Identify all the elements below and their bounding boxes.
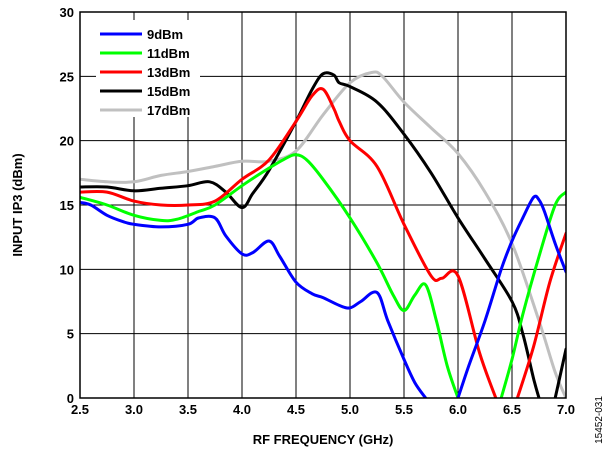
x-tick-label: 5.0 [341, 402, 359, 417]
x-axis-title: RF FREQUENCY (GHz) [253, 432, 394, 447]
legend-label: 9dBm [147, 27, 183, 42]
y-tick-label: 25 [60, 69, 74, 84]
series-13dbm-line [80, 87, 498, 398]
legend-label: 11dBm [147, 46, 190, 61]
x-tick-label: 4.0 [233, 402, 251, 417]
series-9dbm-line-segment [456, 194, 566, 398]
legend: 9dBm 11dBm 13dBm 15dBm 17dBm [96, 20, 200, 118]
series-13dbm-line-segment [515, 231, 566, 398]
legend-label: 17dBm [147, 103, 190, 118]
series-9dbm-line [80, 200, 428, 398]
y-tick-label: 10 [60, 262, 74, 277]
x-tick-label: 6.0 [449, 402, 467, 417]
y-tick-label: 5 [67, 327, 74, 342]
y-tick-label: 20 [60, 134, 74, 149]
series-15dbm-line [80, 71, 541, 398]
series-17dbm-line [80, 70, 566, 398]
x-tick-label: 3.0 [125, 402, 143, 417]
y-axis-title: INPUT IP3 (dBm) [10, 153, 25, 256]
y-tick-label: 0 [67, 391, 74, 406]
figure-id: 15452-031 [594, 396, 605, 444]
x-tick-label: 2.5 [71, 402, 89, 417]
x-tick-label: 4.5 [287, 402, 305, 417]
series-11dbm-line [80, 153, 460, 398]
x-tick-labels: 2.5 3.0 3.5 4.0 4.5 5.0 5.5 6.0 6.5 7.0 [71, 402, 575, 417]
x-tick-label: 5.5 [395, 402, 413, 417]
legend-label: 13dBm [147, 65, 190, 80]
y-tick-label: 15 [60, 198, 74, 213]
legend-background [96, 20, 200, 117]
x-tick-label: 7.0 [557, 402, 575, 417]
y-tick-labels: 0 5 10 15 20 25 30 [60, 5, 74, 406]
x-tick-label: 6.5 [503, 402, 521, 417]
plot-frame [79, 11, 567, 399]
x-tick-label: 3.5 [179, 402, 197, 417]
legend-label: 15dBm [147, 84, 190, 99]
series-layer [80, 70, 566, 398]
series-11dbm-line-segment [499, 190, 566, 398]
y-tick-label: 30 [60, 5, 74, 20]
